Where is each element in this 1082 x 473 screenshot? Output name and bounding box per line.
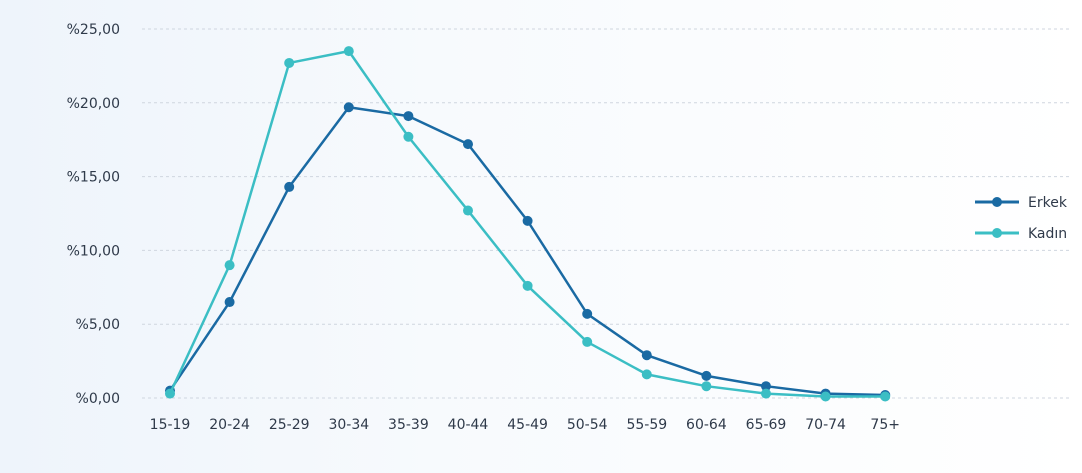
legend-label-kad-n: Kadın [1028,226,1067,242]
series-group [165,46,891,402]
y-axis: %0,00 %5,00 %10,00 %15,00 %20,00 %25,00 [67,22,120,407]
data-point-erkek [403,111,414,122]
x-tick-label: 65-69 [746,417,787,433]
legend-marker-erkek [992,197,1002,207]
x-tick-label: 45-49 [507,417,548,433]
x-tick-label: 55-59 [626,417,667,433]
data-point-erkek [701,370,712,381]
data-point-kad-n [284,57,295,68]
x-axis: 15-19 20-24 25-29 30-34 35-39 40-44 45-49 50-54… [150,417,900,433]
x-tick-label: 15-19 [150,417,191,433]
x-tick-label: 50-54 [567,417,608,433]
data-point-kad-n [641,369,652,380]
x-tick-label: 35-39 [388,417,429,433]
legend-label-erkek: Erkek [1028,195,1068,211]
grid [142,28,1072,399]
data-point-kad-n [463,205,473,216]
data-point-erkek [343,102,354,113]
data-point-erkek [582,308,593,319]
data-point-erkek [224,297,235,308]
y-tick-label: %15,00 [67,170,120,186]
y-tick-label: %5,00 [76,317,120,333]
data-point-kad-n [582,336,593,347]
data-point-erkek [641,350,652,361]
x-tick-label: 20-24 [209,417,250,433]
data-point-erkek [522,215,533,226]
data-point-kad-n [403,131,414,142]
data-point-kad-n [165,388,175,399]
data-point-kad-n [701,381,712,392]
x-tick-label: 60-64 [686,417,727,433]
data-point-kad-n [820,391,831,402]
y-tick-label: %10,00 [67,243,120,259]
x-tick-label: 75+ [870,417,900,433]
y-tick-label: %20,00 [67,96,120,112]
data-point-erkek [761,381,771,392]
series-line-erkek [168,105,886,397]
x-tick-label: 30-34 [328,417,369,433]
data-point-kad-n [761,388,771,399]
data-point-erkek [284,181,295,192]
legend-marker-kad-n [992,228,1002,238]
x-tick-label: 70-74 [805,417,846,433]
data-point-erkek [463,139,473,150]
x-tick-label: 25-29 [269,417,310,433]
y-tick-label: %25,00 [67,22,120,38]
x-tick-label: 40-44 [448,417,489,433]
data-point-kad-n [224,260,235,271]
data-point-kad-n [880,391,891,402]
data-point-kad-n [522,280,533,291]
data-point-kad-n [343,46,354,57]
y-tick-label: %0,00 [76,391,120,407]
legend: Erkek Kadın [975,195,1068,242]
